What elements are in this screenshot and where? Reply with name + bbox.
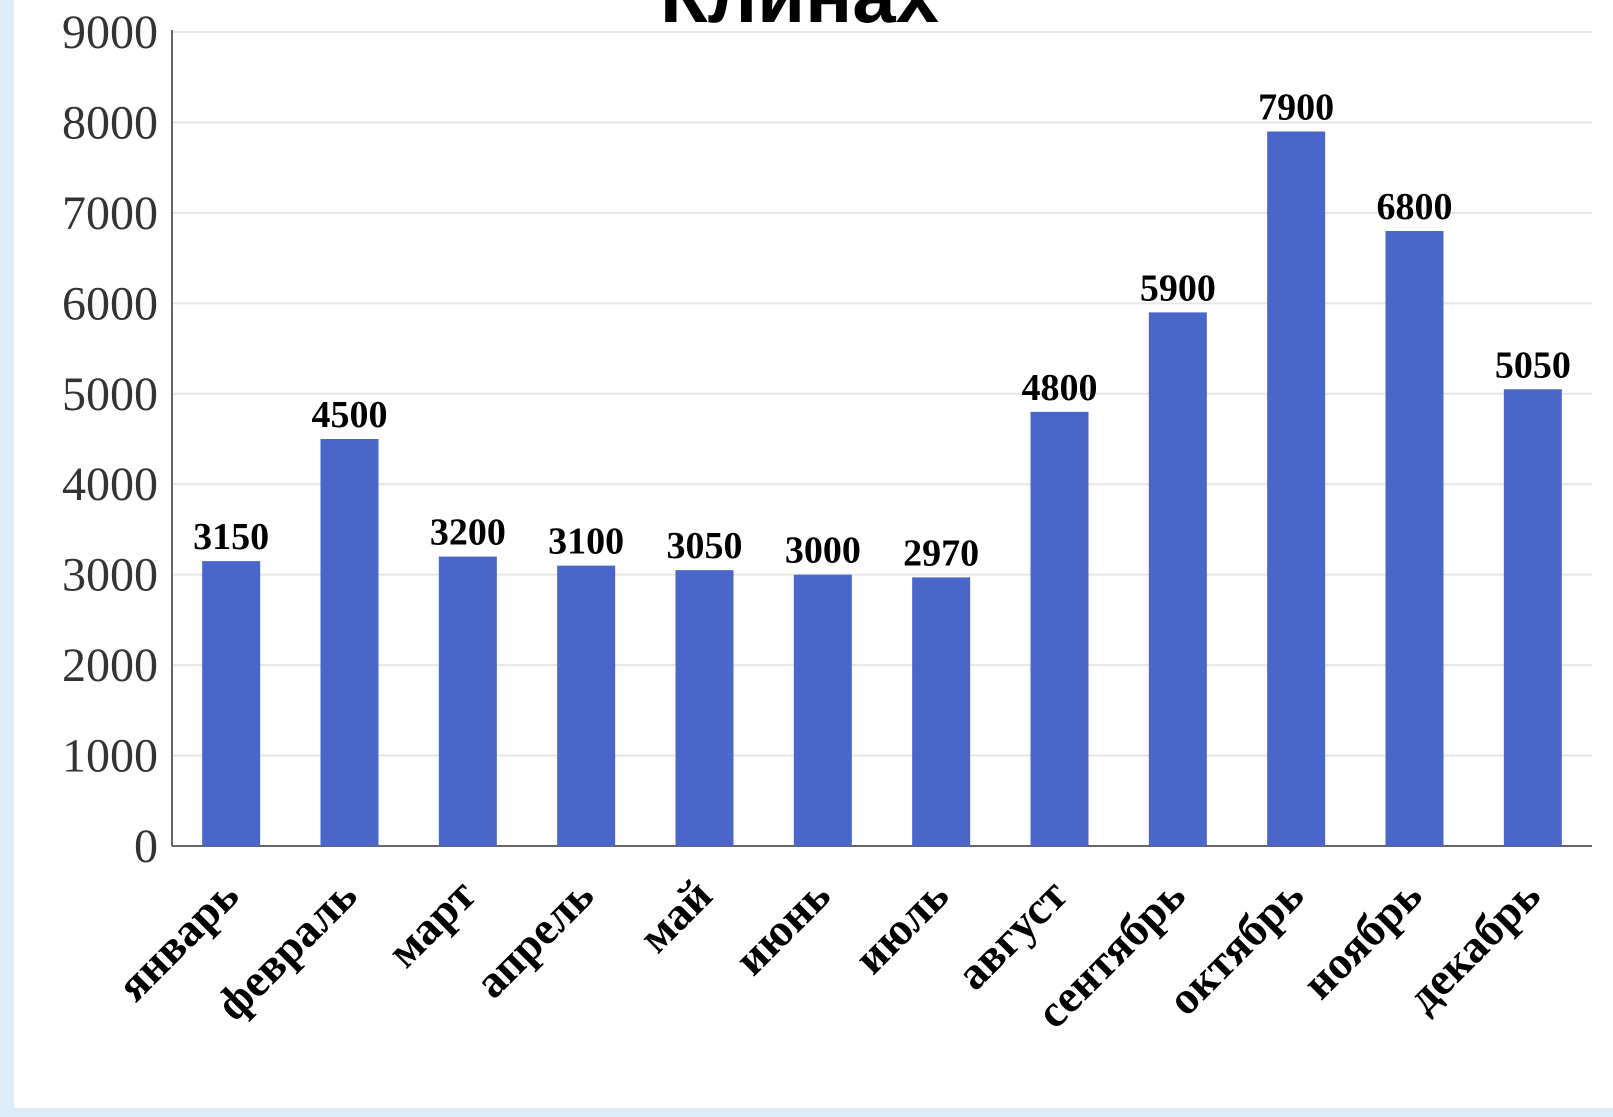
data-label: 3150 (193, 516, 269, 558)
data-label: 7900 (1258, 86, 1334, 128)
x-tick-label: май (629, 869, 722, 962)
x-tick-label: декабрь (1397, 869, 1550, 1022)
y-tick-label: 5000 (62, 368, 158, 421)
bar (1503, 389, 1562, 846)
bar (438, 556, 497, 846)
data-label: 3200 (430, 512, 506, 554)
bar (1030, 411, 1089, 846)
data-label: 3100 (548, 521, 624, 563)
data-label: 5050 (1495, 344, 1571, 386)
slide-border-bottom (0, 1108, 1613, 1117)
chart-title-fragment: Клинах (660, 0, 939, 34)
x-tick-label: июль (844, 869, 958, 983)
bar (675, 570, 734, 846)
y-tick-label: 1000 (62, 730, 158, 783)
bar (557, 565, 616, 846)
y-tick-label: 7000 (62, 187, 158, 240)
bar (1267, 131, 1326, 846)
bar (1148, 312, 1207, 846)
x-tick-label: март (377, 869, 485, 977)
y-tick-label: 2000 (62, 639, 158, 692)
bar (202, 561, 261, 846)
data-label: 2970 (903, 532, 979, 574)
data-label: 5900 (1140, 267, 1216, 309)
bar (1385, 230, 1444, 846)
y-tick-label: 9000 (62, 6, 158, 59)
y-tick-label: 0 (134, 820, 158, 873)
y-tick-label: 4000 (62, 458, 158, 511)
data-label: 6800 (1377, 186, 1453, 228)
slide-border-left (0, 0, 14, 1117)
bar (912, 577, 971, 846)
data-label: 3000 (785, 530, 861, 572)
y-tick-label: 8000 (62, 96, 158, 149)
y-tick-label: 3000 (62, 549, 158, 602)
x-tick-label: июнь (724, 869, 840, 985)
data-label: 4500 (312, 394, 388, 436)
bar (793, 574, 852, 846)
data-label: 4800 (1022, 367, 1098, 409)
y-tick-label: 6000 (62, 277, 158, 330)
data-label: 3050 (667, 525, 743, 567)
x-tick-label: апрель (465, 869, 604, 1008)
bar (320, 439, 379, 846)
